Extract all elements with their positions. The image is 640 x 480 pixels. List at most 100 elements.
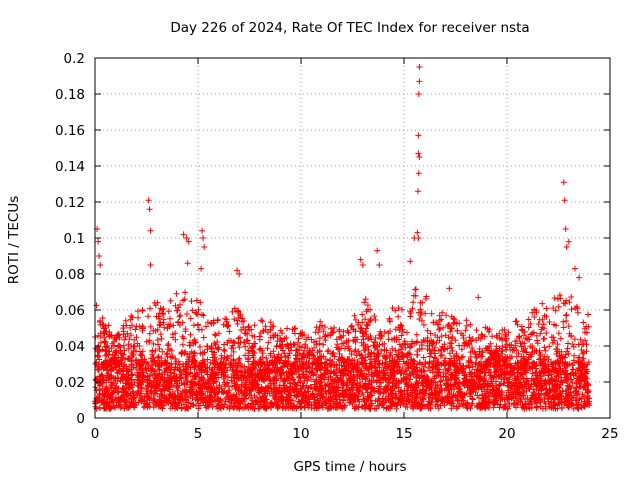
data-point <box>147 305 153 312</box>
data-point <box>359 319 366 326</box>
data-point <box>574 309 581 316</box>
data-point <box>442 332 449 339</box>
data-point <box>386 379 393 386</box>
data-point <box>458 346 465 353</box>
data-point <box>214 339 221 345</box>
data-point <box>237 334 243 341</box>
data-point <box>197 299 204 306</box>
data-point <box>188 400 194 407</box>
data-point <box>514 321 521 328</box>
data-point <box>293 347 300 354</box>
data-point <box>188 298 195 305</box>
data-point <box>557 335 564 342</box>
data-point <box>154 354 161 361</box>
data-point <box>317 318 324 325</box>
data-point <box>173 290 180 297</box>
data-point <box>402 344 409 351</box>
data-point <box>489 333 496 340</box>
data-point <box>295 339 301 346</box>
data-point <box>368 336 375 343</box>
data-point <box>395 313 402 320</box>
data-point <box>221 341 228 348</box>
data-point <box>262 384 269 391</box>
data-point <box>579 391 586 398</box>
data-point <box>407 313 414 320</box>
data-point <box>560 324 567 331</box>
data-point <box>230 348 237 355</box>
data-point <box>371 313 378 319</box>
data-point <box>313 378 320 385</box>
data-point <box>146 330 153 337</box>
data-point <box>320 341 327 348</box>
data-point <box>178 375 185 382</box>
data-point <box>181 296 188 303</box>
data-point <box>395 352 402 359</box>
data-point <box>529 309 536 316</box>
data-point <box>256 333 263 340</box>
data-point <box>410 299 417 306</box>
data-point <box>270 323 277 330</box>
data-point <box>204 356 211 363</box>
data-point <box>393 405 400 412</box>
data-point <box>196 326 202 333</box>
data-point <box>137 348 143 355</box>
data-point <box>348 322 355 329</box>
data-point <box>408 343 414 350</box>
data-point <box>96 347 103 354</box>
data-point <box>267 319 274 326</box>
data-point <box>539 300 546 307</box>
data-point <box>563 312 570 319</box>
data-point <box>389 305 396 311</box>
data-point <box>157 331 164 338</box>
data-point <box>302 343 309 349</box>
data-point <box>438 351 445 358</box>
data-point <box>127 332 134 339</box>
data-point <box>277 327 284 334</box>
data-point <box>306 355 313 362</box>
data-point <box>473 327 480 334</box>
data-point <box>259 318 266 325</box>
data-point <box>541 357 548 364</box>
data-point <box>262 323 269 330</box>
data-point <box>467 321 474 328</box>
data-point <box>320 328 327 335</box>
data-point <box>249 332 256 339</box>
data-point <box>167 297 174 304</box>
chart-title: Day 226 of 2024, Rate Of TEC Index for r… <box>170 20 529 36</box>
data-point <box>362 354 369 361</box>
data-point <box>316 340 323 347</box>
data-point <box>440 324 447 331</box>
data-point <box>96 356 103 363</box>
data-point <box>462 327 469 334</box>
data-point <box>187 331 194 338</box>
data-point <box>563 297 570 304</box>
data-point <box>536 316 543 323</box>
data-point <box>165 341 172 347</box>
data-point <box>155 341 161 348</box>
data-point <box>314 349 321 356</box>
data-point <box>546 343 553 350</box>
data-point <box>276 342 283 349</box>
data-point <box>221 348 228 354</box>
data-point <box>377 335 384 342</box>
data-point <box>543 305 550 312</box>
data-point <box>459 353 466 360</box>
data-point <box>413 331 420 338</box>
data-point <box>564 345 571 352</box>
data-point <box>542 347 549 354</box>
data-point <box>140 324 146 331</box>
data-point <box>551 295 558 301</box>
data-point <box>200 334 207 341</box>
data-point <box>533 386 540 393</box>
data-point <box>180 297 187 304</box>
data-point <box>172 302 179 309</box>
data-point <box>200 312 207 319</box>
data-point <box>181 380 187 387</box>
data-point <box>156 322 163 329</box>
data-point <box>568 306 575 313</box>
data-point <box>125 396 132 402</box>
data-point <box>179 341 186 348</box>
data-point <box>398 332 405 339</box>
data-point <box>487 340 494 347</box>
